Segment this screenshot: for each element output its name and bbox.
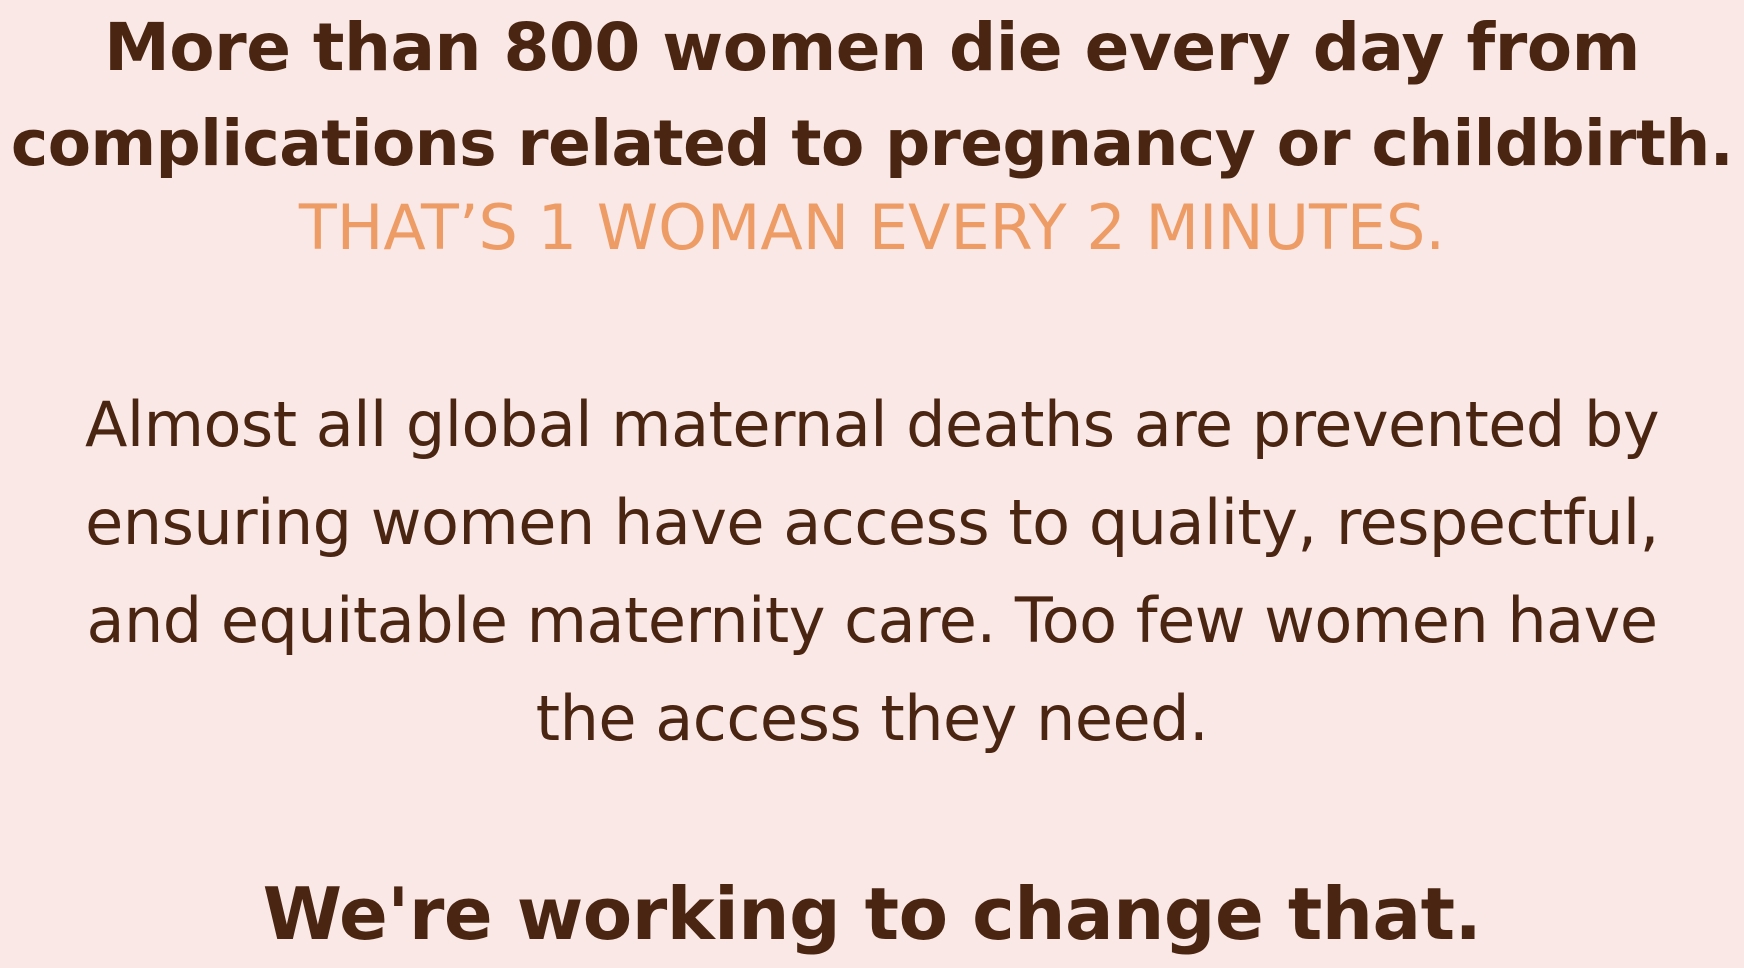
body-line-4: the access they need. [535,682,1209,755]
stat-heading: More than 800 women die every day from c… [0,0,1744,192]
stat-heading-line-1: More than 800 women die every day from [104,9,1640,86]
stat-highlight: THAT’S 1 WOMAN EVERY 2 MINUTES. [298,191,1446,264]
stat-heading-line-2: complications related to pregnancy or ch… [10,107,1734,180]
body-line-1: Almost all global maternal deaths are pr… [84,388,1660,461]
body-paragraph: Almost all global maternal deaths are pr… [0,376,1744,768]
body-line-2: ensuring women have access to quality, r… [85,486,1659,559]
closing-statement: We're working to change that. [262,872,1482,956]
body-line-3: and equitable maternity care. Too few wo… [86,584,1658,657]
